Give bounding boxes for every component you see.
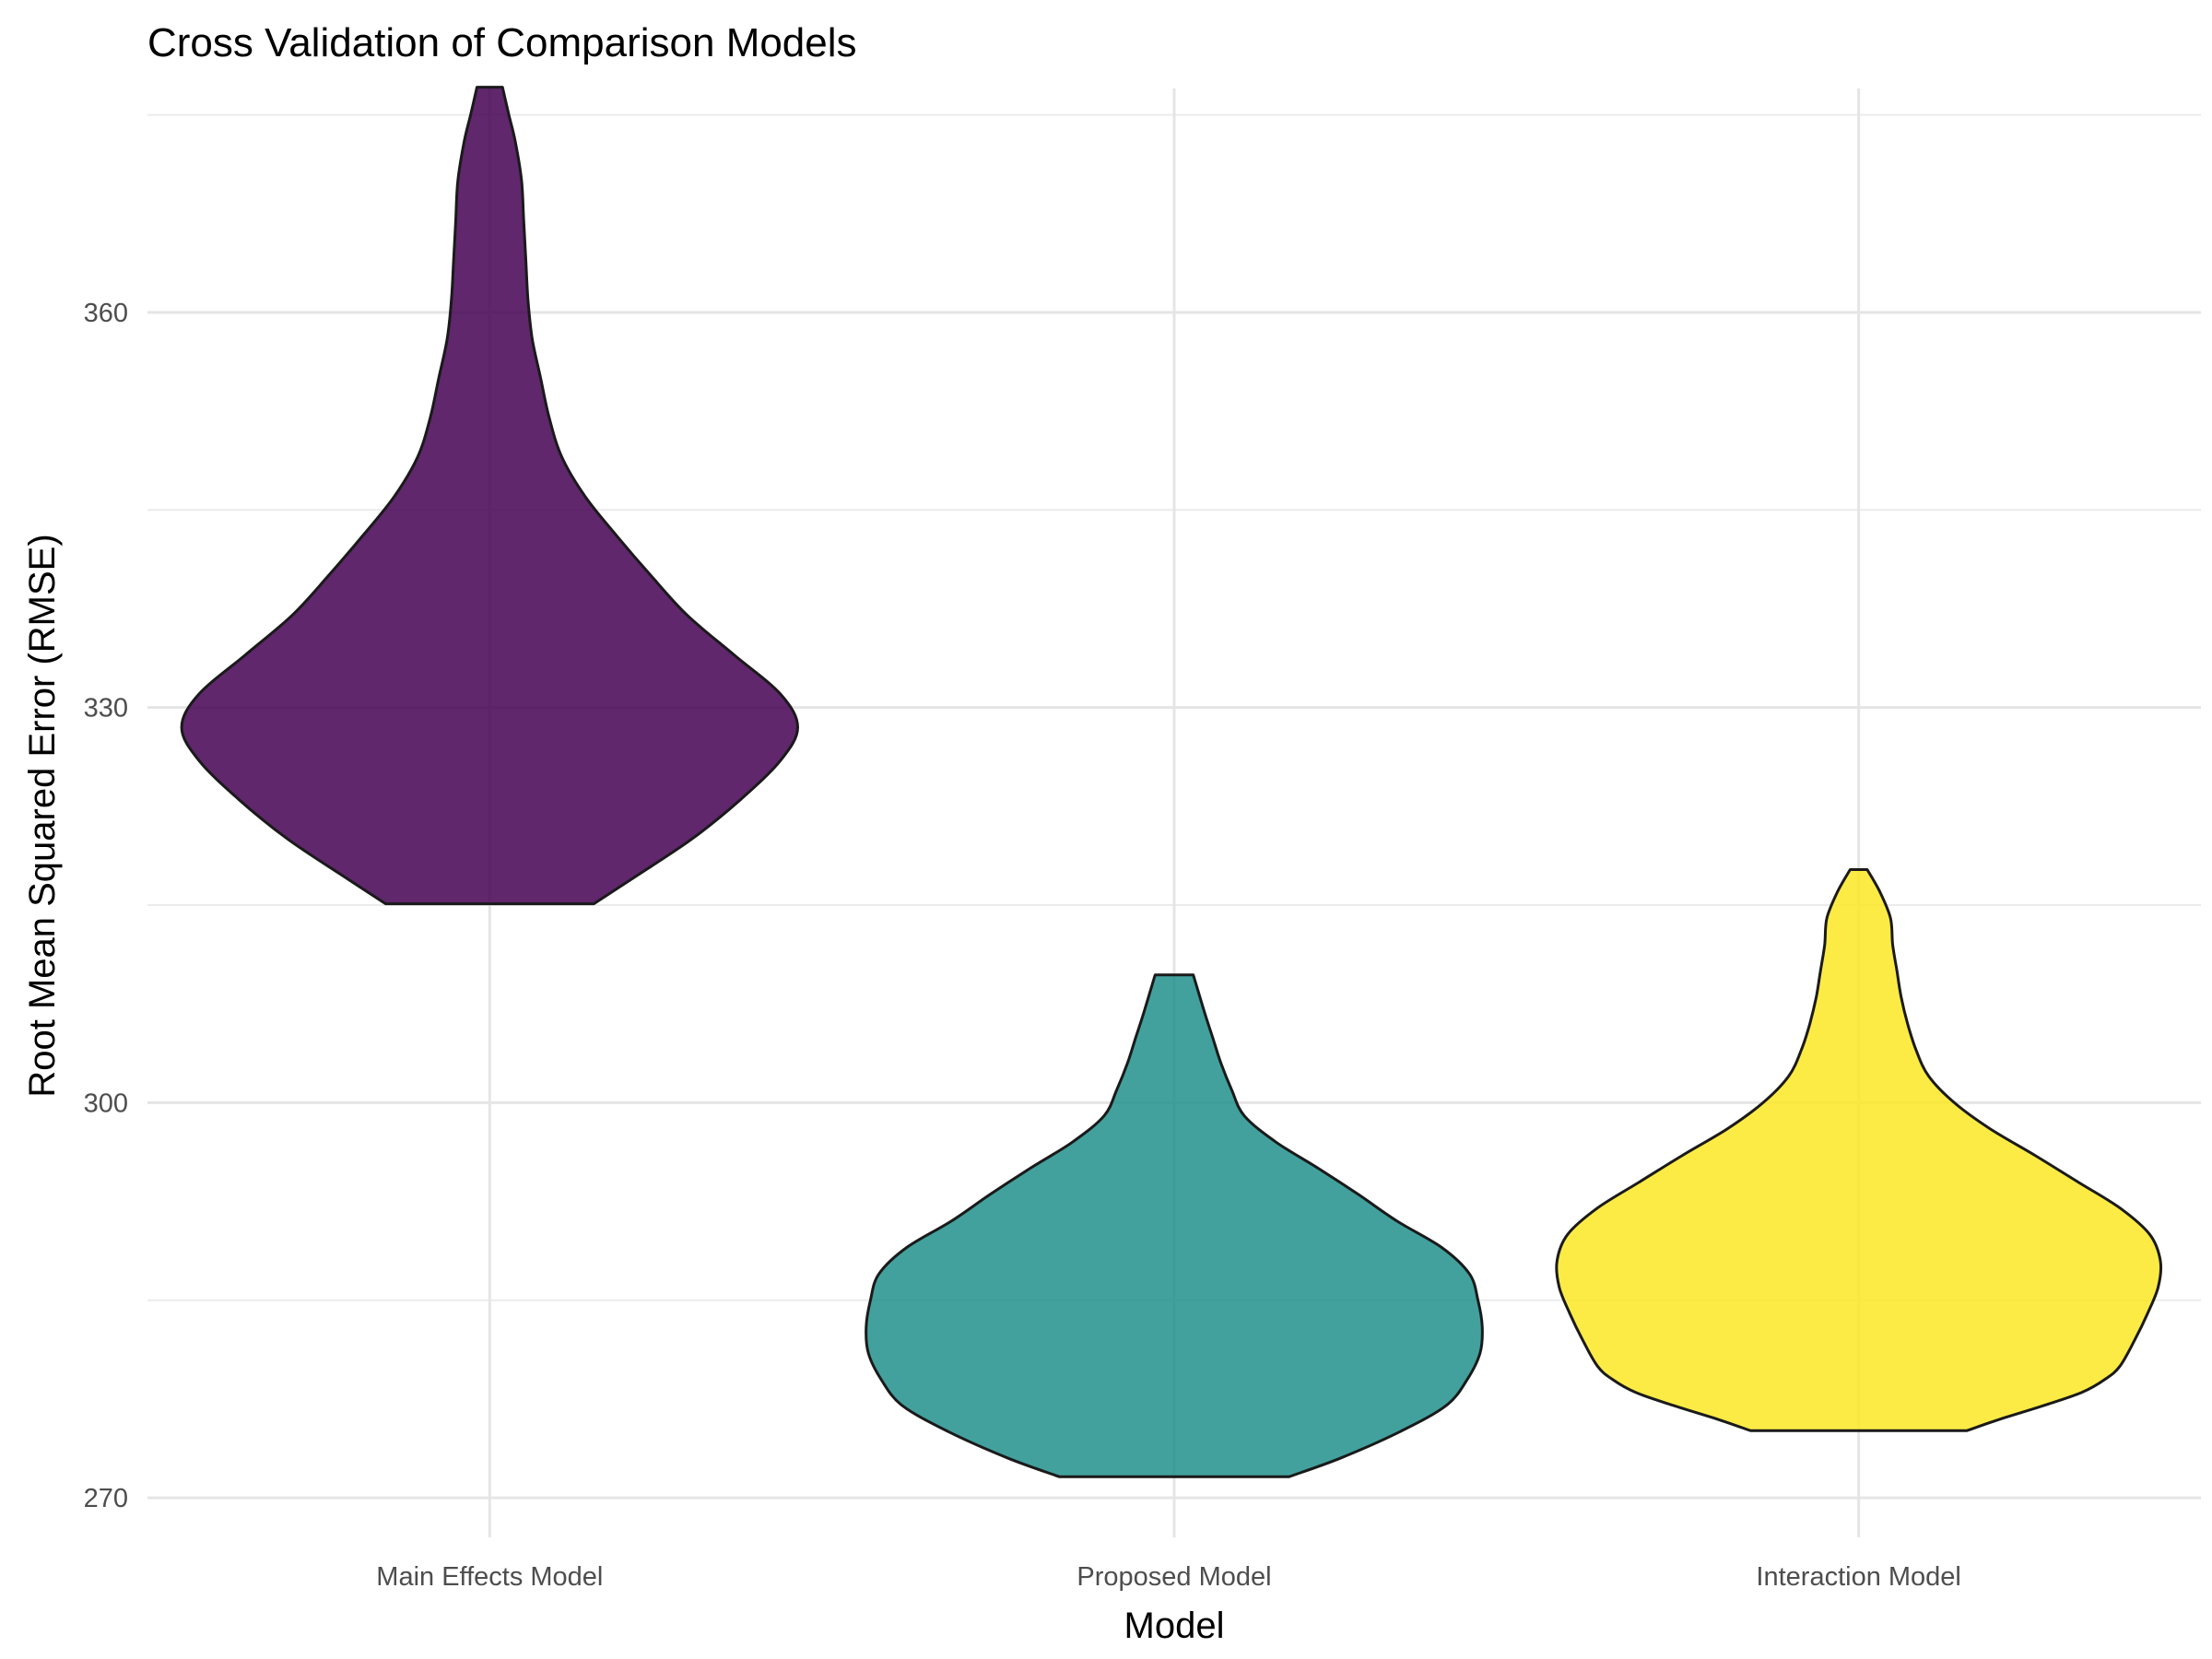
tick-labels: 270 300 330 360 Main Effects Model Proposed M…	[84, 299, 1961, 1592]
x-axis-title: Model	[1124, 1606, 1225, 1646]
x-tick-label: Main Effects Model	[376, 1562, 603, 1592]
y-axis-title: Root Mean Squared Error (RMSE)	[22, 534, 63, 1097]
violin-main-effects-model	[180, 86, 799, 906]
violin-proposed-model	[865, 973, 1484, 1478]
x-tick-label: Proposed Model	[1077, 1562, 1271, 1592]
x-tick-label: Interaction Model	[1756, 1562, 1960, 1592]
violin-interaction-model	[1555, 868, 2163, 1432]
y-tick-label: 360	[84, 299, 128, 328]
y-tick-label: 270	[84, 1484, 128, 1513]
y-tick-label: 330	[84, 694, 128, 724]
chart-title: Cross Validation of Comparison Models	[147, 20, 857, 65]
y-tick-label: 300	[84, 1088, 128, 1118]
violins	[180, 86, 2163, 1478]
